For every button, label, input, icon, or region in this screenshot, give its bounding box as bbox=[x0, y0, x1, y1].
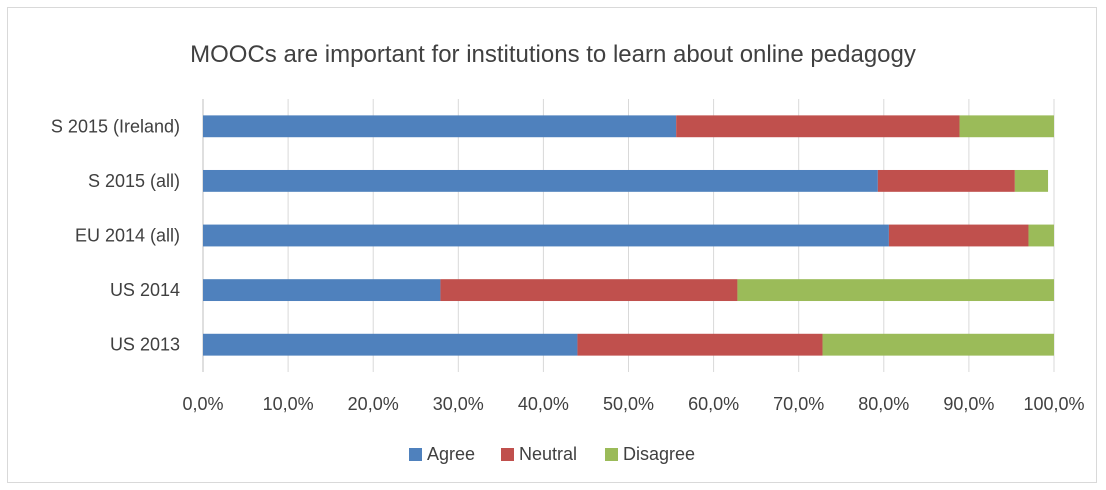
category-label: S 2015 (all) bbox=[88, 171, 180, 191]
legend-label-agree: Agree bbox=[427, 444, 475, 464]
legend-swatch-agree bbox=[409, 448, 422, 461]
bar-agree-4 bbox=[203, 333, 578, 356]
legend-swatch-disagree bbox=[605, 448, 618, 461]
x-tick-label: 60,0% bbox=[688, 394, 739, 414]
x-tick-label: 80,0% bbox=[858, 394, 909, 414]
category-label: EU 2014 (all) bbox=[75, 226, 180, 246]
category-label: US 2013 bbox=[110, 335, 180, 355]
category-labels: S 2015 (Ireland) S 2015 (all) EU 2014 (all… bbox=[51, 116, 180, 354]
x-tick-label: 90,0% bbox=[943, 394, 994, 414]
x-tick-label: 30,0% bbox=[433, 394, 484, 414]
bar-disagree-2 bbox=[1028, 224, 1054, 247]
bar-disagree-3 bbox=[737, 279, 1054, 302]
bar-disagree-0 bbox=[959, 115, 1054, 138]
bar-neutral-3 bbox=[440, 279, 738, 302]
bar-agree-1 bbox=[203, 169, 878, 192]
bar-agree-2 bbox=[203, 224, 889, 247]
legend-swatch-neutral bbox=[501, 448, 514, 461]
bars bbox=[203, 115, 1054, 356]
x-tick-label: 40,0% bbox=[518, 394, 569, 414]
bar-disagree-4 bbox=[822, 333, 1054, 356]
bar-neutral-1 bbox=[877, 169, 1015, 192]
x-tick-label: 50,0% bbox=[603, 394, 654, 414]
bar-agree-3 bbox=[203, 279, 441, 302]
bar-agree-0 bbox=[203, 115, 677, 138]
legend: Agree Neutral Disagree bbox=[409, 444, 695, 464]
category-label: S 2015 (Ireland) bbox=[51, 116, 180, 136]
bar-neutral-4 bbox=[577, 333, 823, 356]
x-tick-label: 0,0% bbox=[182, 394, 223, 414]
x-tick-label: 20,0% bbox=[348, 394, 399, 414]
legend-label-neutral: Neutral bbox=[519, 444, 577, 464]
chart-title: MOOCs are important for institutions to … bbox=[190, 41, 916, 68]
bar-neutral-2 bbox=[888, 224, 1029, 247]
category-label: US 2014 bbox=[110, 280, 180, 300]
bar-neutral-0 bbox=[676, 115, 960, 138]
x-tick-label: 10,0% bbox=[263, 394, 314, 414]
bar-disagree-1 bbox=[1014, 169, 1049, 192]
legend-label-disagree: Disagree bbox=[623, 444, 695, 464]
x-tick-labels: 0,0% 10,0% 20,0% 30,0% 40,0% 50,0% 60,0% 70,0% 8… bbox=[182, 394, 1084, 414]
x-tick-label: 70,0% bbox=[773, 394, 824, 414]
x-tick-label: 100,0% bbox=[1023, 394, 1084, 414]
